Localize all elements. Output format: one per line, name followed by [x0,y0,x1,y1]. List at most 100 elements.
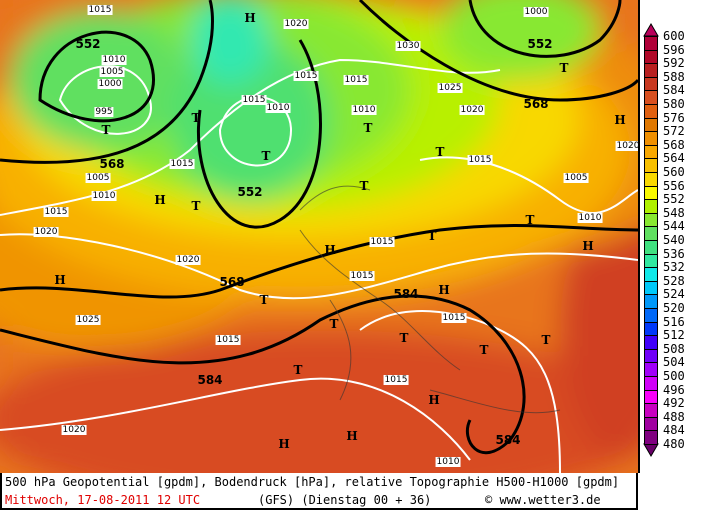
pressure-center-marker: T [427,229,437,243]
legend-bin [644,294,658,309]
geopotential-label: 584 [393,287,419,301]
map-field [0,0,638,473]
isobar-label: 1005 [99,67,125,77]
legend-bin [644,240,658,255]
legend-bin [644,416,658,432]
legend-bin [644,49,658,65]
pressure-center-marker: H [324,243,336,257]
caption-model: (GFS) (Dienstag 00 + 36) [258,493,432,507]
legend-tick: 516 [663,314,685,329]
legend-tick: 492 [663,396,685,411]
legend-bin [644,403,658,418]
pressure-center-marker: T [191,199,201,213]
legend-bin [644,376,658,391]
legend-bin [644,267,658,282]
pressure-center-marker: T [435,145,445,159]
pressure-center-marker: T [541,333,551,347]
geopotential-label: 568 [523,97,549,111]
pressure-center-marker: T [525,213,535,227]
legend-bin [644,226,658,241]
legend-tick: 584 [663,83,685,98]
geopotential-label: 552 [237,185,263,199]
legend-tick: 520 [663,301,685,315]
isobar-label: 1015 [441,313,467,323]
legend-bin [644,36,658,51]
pressure-center-marker: T [363,121,373,135]
pressure-center-marker: T [479,343,489,357]
geopotential-label: 552 [527,37,553,51]
legend-bin [644,362,658,377]
geopotential-label: 568 [219,275,245,289]
isobar-label: 1015 [467,155,493,165]
legend-tick: 488 [663,409,685,424]
legend-tick: 556 [663,178,685,193]
legend-bin [644,199,658,214]
isobar-label: 1010 [577,213,603,223]
legend-bin [644,185,658,201]
pressure-center-marker: T [101,123,111,137]
pressure-center-marker: H [54,273,66,287]
legend-tick: 588 [663,69,685,84]
pressure-center-marker: H [582,239,594,253]
geopotential-label: 584 [495,433,521,447]
legend-tick: 600 [663,29,685,43]
caption-date: Mittwoch, 17-08-2011 12 UTC [5,493,201,507]
pressure-center-marker: T [293,363,303,377]
pressure-center-marker: T [259,293,269,307]
caption-copyright: © www.wetter3.de [485,493,601,507]
isobar-label: 1020 [175,255,201,265]
isobar-label: 1015 [383,375,409,385]
legend-bin [644,76,658,92]
isobar-label: 1010 [265,103,291,113]
legend-bin [644,104,658,119]
legend-tick: 552 [663,192,685,207]
isobar-label: 1015 [343,75,369,85]
legend-tick: 540 [663,233,685,247]
legend-tick: 512 [663,328,685,343]
weather-map: 1015 1010 1005 1000 995 1005 1010 1015 1020 1025 1… [0,0,640,473]
isobar-label: 1000 [523,7,549,17]
legend-bin [644,212,658,228]
isobar-label: 1015 [369,237,395,247]
legend-tick: 596 [663,42,685,57]
legend-tick: 580 [663,97,685,111]
legend-bin [644,348,658,364]
pressure-center-marker: T [399,331,409,345]
legend-bin [644,63,658,78]
isobar-label: 1010 [435,457,461,467]
legend-tick: 484 [663,423,685,438]
legend-tick: 568 [663,137,685,152]
geopotential-label: 584 [197,373,223,387]
legend-arrow-top [643,23,659,37]
legend-tick: 508 [663,341,685,356]
legend-tick: 480 [663,437,685,451]
isobar-label: 1015 [43,207,69,217]
legend-tick: 544 [663,219,685,234]
pressure-center-marker: H [346,429,358,443]
isobar-label: 1005 [563,173,589,183]
pressure-center-marker: H [154,193,166,207]
legend-tick: 592 [663,56,685,71]
legend-bin [644,430,658,445]
isobar-label: 1010 [351,105,377,115]
legend-arrow-bottom [643,443,659,457]
isobar-label: 1020 [459,105,485,115]
pressure-center-marker: T [329,317,339,331]
legend-tick: 532 [663,260,685,275]
pressure-center-marker: T [359,179,369,193]
isobar-label: 1010 [91,191,117,201]
isobar-label: 995 [94,107,114,117]
legend-tick: 500 [663,369,685,383]
legend-tick: 496 [663,382,685,397]
legend-bin [644,253,658,269]
legend-tick: 572 [663,124,685,139]
legend-tick: 548 [663,205,685,220]
isobar-label: 1005 [85,173,111,183]
isobar-label: 1015 [241,95,267,105]
legend-bin [644,131,658,146]
isobar-label: 1020 [615,141,640,151]
isobar-label: 1020 [61,425,87,435]
isobar-label: 1015 [215,335,241,345]
pressure-center-marker: H [438,283,450,297]
isobar-label: 1015 [349,271,375,281]
